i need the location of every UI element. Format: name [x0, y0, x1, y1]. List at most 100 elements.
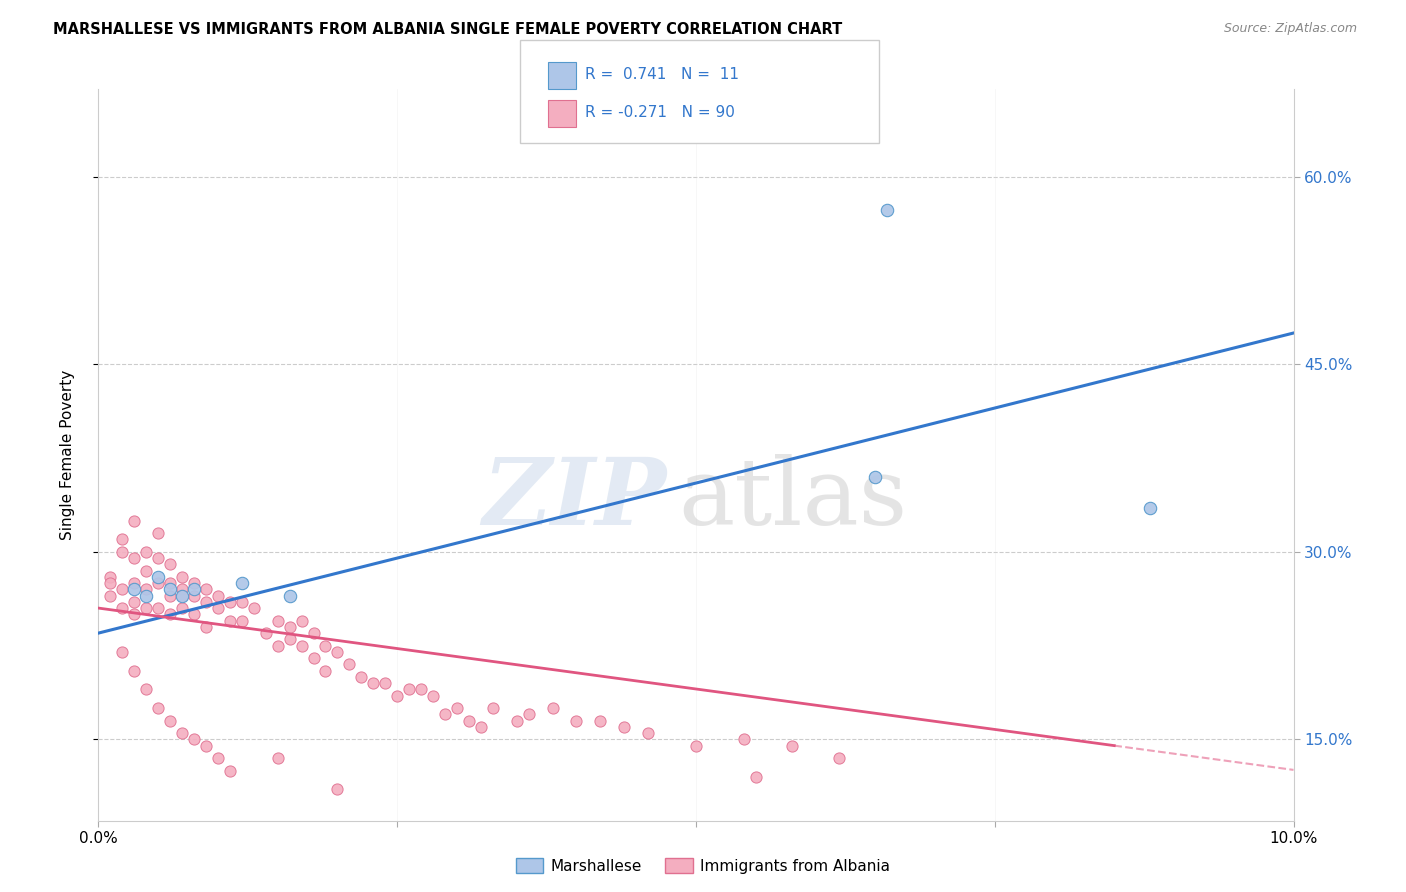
Point	[172, 570, 194, 584]
Text: R =  0.741   N =  11: R = 0.741 N = 11	[585, 68, 740, 82]
Point	[339, 657, 361, 672]
Point	[517, 707, 540, 722]
Point	[159, 558, 181, 572]
Point	[183, 732, 205, 747]
Point	[135, 601, 157, 615]
Point	[172, 582, 194, 597]
Point	[446, 701, 468, 715]
Point	[350, 670, 373, 684]
Point	[315, 639, 337, 653]
Point	[326, 645, 349, 659]
Point	[780, 739, 803, 753]
Point	[148, 701, 170, 715]
Point	[111, 533, 134, 547]
Point	[135, 589, 157, 603]
Legend: Marshallese, Immigrants from Albania: Marshallese, Immigrants from Albania	[509, 852, 897, 880]
Point	[363, 676, 385, 690]
Point	[124, 514, 146, 528]
Point	[278, 632, 301, 647]
Y-axis label: Single Female Poverty: Single Female Poverty	[60, 370, 75, 540]
Point	[219, 614, 242, 628]
Point	[195, 739, 218, 753]
Point	[374, 676, 396, 690]
Text: MARSHALLESE VS IMMIGRANTS FROM ALBANIA SINGLE FEMALE POVERTY CORRELATION CHART: MARSHALLESE VS IMMIGRANTS FROM ALBANIA S…	[53, 22, 842, 37]
Point	[278, 620, 301, 634]
Point	[148, 570, 170, 584]
Point	[98, 570, 122, 584]
Point	[172, 589, 194, 603]
Point	[302, 651, 325, 665]
Point	[124, 551, 146, 566]
Point	[124, 595, 146, 609]
Point	[195, 595, 218, 609]
Text: Source: ZipAtlas.com: Source: ZipAtlas.com	[1223, 22, 1357, 36]
Text: atlas: atlas	[678, 454, 907, 544]
Point	[302, 626, 325, 640]
Point	[124, 664, 146, 678]
Point	[207, 751, 229, 765]
Point	[613, 720, 636, 734]
Point	[291, 614, 314, 628]
Point	[98, 576, 122, 591]
Point	[637, 726, 659, 740]
Point	[172, 589, 194, 603]
Point	[159, 589, 181, 603]
Point	[385, 689, 409, 703]
Point	[434, 707, 457, 722]
Point	[207, 589, 229, 603]
Point	[745, 770, 768, 784]
Point	[111, 582, 134, 597]
Point	[589, 714, 612, 728]
Point	[458, 714, 481, 728]
Point	[148, 551, 170, 566]
Point	[124, 576, 146, 591]
Point	[278, 589, 301, 603]
Point	[159, 582, 181, 597]
Point	[231, 614, 253, 628]
Point	[685, 739, 707, 753]
Point	[315, 664, 337, 678]
Text: R = -0.271   N = 90: R = -0.271 N = 90	[585, 105, 735, 120]
Point	[159, 607, 181, 622]
Point	[183, 589, 205, 603]
Point	[98, 589, 122, 603]
Point	[207, 601, 229, 615]
Point	[243, 601, 266, 615]
Point	[865, 470, 887, 484]
Point	[159, 714, 181, 728]
Point	[422, 689, 444, 703]
Point	[183, 576, 205, 591]
Point	[111, 545, 134, 559]
Point	[195, 582, 218, 597]
Point	[124, 582, 146, 597]
Point	[565, 714, 588, 728]
Point	[291, 639, 314, 653]
Point	[470, 720, 492, 734]
Point	[148, 576, 170, 591]
Point	[398, 682, 420, 697]
Point	[135, 564, 157, 578]
Point	[111, 601, 134, 615]
Point	[876, 203, 898, 218]
Point	[135, 582, 157, 597]
Point	[219, 595, 242, 609]
Text: ZIP: ZIP	[482, 454, 666, 544]
Point	[254, 626, 277, 640]
Point	[172, 726, 194, 740]
Point	[267, 614, 290, 628]
Point	[135, 545, 157, 559]
Point	[159, 576, 181, 591]
Point	[541, 701, 564, 715]
Point	[195, 620, 218, 634]
Point	[482, 701, 505, 715]
Point	[733, 732, 755, 747]
Point	[506, 714, 529, 728]
Point	[148, 526, 170, 541]
Point	[148, 601, 170, 615]
Point	[267, 751, 290, 765]
Point	[219, 764, 242, 778]
Point	[183, 582, 205, 597]
Point	[411, 682, 433, 697]
Point	[172, 601, 194, 615]
Point	[124, 607, 146, 622]
